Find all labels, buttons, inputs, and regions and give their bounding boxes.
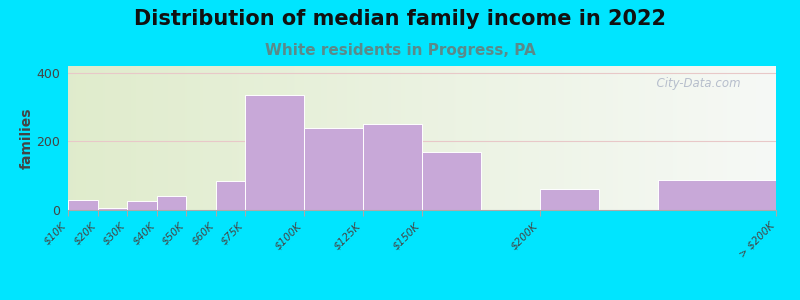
Y-axis label: families: families — [20, 107, 34, 169]
Bar — [245, 95, 304, 210]
Text: City-Data.com: City-Data.com — [649, 77, 741, 90]
Text: Distribution of median family income in 2022: Distribution of median family income in … — [134, 9, 666, 29]
Bar — [540, 189, 599, 210]
Text: White residents in Progress, PA: White residents in Progress, PA — [265, 44, 535, 59]
Bar — [98, 208, 127, 210]
Bar — [363, 124, 422, 210]
Bar — [127, 201, 157, 210]
Bar — [215, 181, 245, 210]
Bar — [157, 196, 186, 210]
Bar — [658, 180, 776, 210]
Bar — [68, 200, 98, 210]
Bar — [422, 152, 481, 210]
Bar — [304, 128, 363, 210]
